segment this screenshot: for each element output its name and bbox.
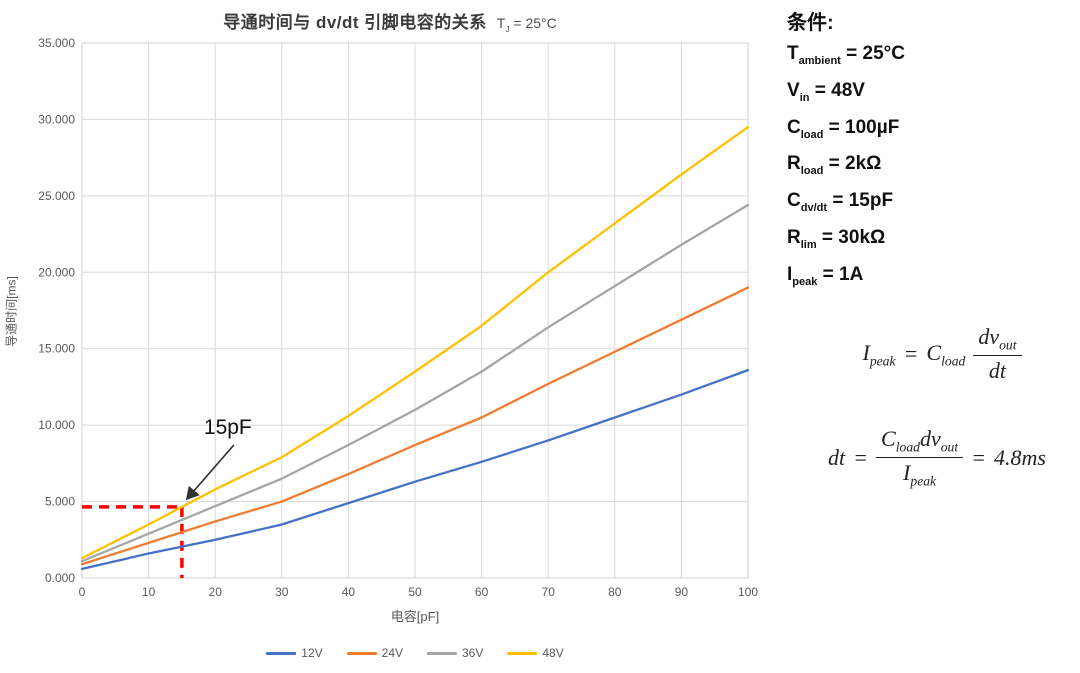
condition-item: Ipeak = 1A bbox=[787, 263, 864, 288]
y-tick-label: 30.000 bbox=[38, 112, 75, 126]
x-tick-label: 60 bbox=[475, 585, 489, 599]
annotation-label: 15pF bbox=[204, 416, 252, 439]
chart-legend: 12V 24V 36V 48V bbox=[0, 646, 830, 660]
x-tick-label: 20 bbox=[209, 585, 223, 599]
legend-item-24V: 24V bbox=[346, 646, 403, 660]
formula-dt-equals: = bbox=[853, 444, 869, 470]
fraction-denominator: dt bbox=[988, 358, 1006, 384]
legend-swatch bbox=[346, 651, 377, 655]
legend-swatch bbox=[266, 651, 297, 655]
legend-swatch bbox=[507, 651, 538, 655]
formula-ipeak: Ipeak = Cload dvout dt bbox=[817, 324, 1067, 384]
condition-item: Cdv/dt = 15pF bbox=[787, 190, 894, 214]
formula-dt-fraction: Cloaddvout Ipeak bbox=[876, 426, 964, 490]
y-tick-label: 5.000 bbox=[45, 495, 75, 509]
formula-ipeak-lhs: Ipeak bbox=[862, 339, 896, 368]
conditions-title: 条件: bbox=[787, 12, 834, 34]
legend-label: 24V bbox=[381, 646, 403, 660]
condition-item: Vin = 48V bbox=[787, 79, 865, 104]
legend-label: 36V bbox=[462, 646, 484, 660]
chart-title-condition: TJ = 25°C bbox=[496, 15, 557, 34]
fraction-denominator: Ipeak bbox=[903, 460, 937, 489]
conditions-panel: 条件: Tambient = 25°C Vin = 48V Cload = 100µ… bbox=[787, 6, 1080, 666]
series-line-12V bbox=[80, 368, 750, 570]
x-tick-label: 90 bbox=[675, 585, 689, 599]
legend-label: 12V bbox=[301, 646, 323, 660]
x-tick-label: 10 bbox=[142, 585, 156, 599]
y-tick-label: 35.000 bbox=[38, 36, 75, 50]
formula-ipeak-fraction: dvout dt bbox=[973, 324, 1022, 384]
condition-item: Cload = 100µF bbox=[787, 116, 900, 141]
legend-item-48V: 48V bbox=[507, 646, 564, 660]
y-tick-label: 20.000 bbox=[38, 265, 75, 279]
x-tick-label: 30 bbox=[275, 585, 289, 599]
formula-dt-result: 4.8ms bbox=[994, 444, 1046, 470]
series-line-36V bbox=[80, 203, 750, 563]
series-line-24V bbox=[80, 286, 750, 566]
x-tick-label: 0 bbox=[79, 585, 86, 599]
formula-ipeak-equals: = bbox=[903, 341, 919, 367]
x-axis-title: 电容[pF] bbox=[390, 609, 440, 624]
legend-item-12V: 12V bbox=[266, 646, 323, 660]
legend-label: 48V bbox=[542, 646, 564, 660]
series-line-48V bbox=[80, 125, 750, 560]
formula-dt-result-equals: = bbox=[971, 444, 986, 470]
y-tick-label: 25.000 bbox=[38, 189, 75, 203]
x-tick-label: 70 bbox=[542, 585, 556, 599]
condition-item: Rload = 2kΩ bbox=[787, 153, 882, 178]
legend-swatch bbox=[427, 651, 457, 655]
y-tick-label: 15.000 bbox=[38, 342, 75, 356]
fraction-numerator: dvout bbox=[973, 324, 1022, 357]
y-tick-label: 0.000 bbox=[45, 571, 75, 585]
x-tick-label: 50 bbox=[408, 585, 422, 599]
y-axis-title: 导通时间[ms] bbox=[4, 276, 19, 347]
formula-dt: dt = Cloaddvout Ipeak = 4.8ms bbox=[787, 426, 1080, 490]
x-tick-label: 40 bbox=[342, 585, 356, 599]
chart-title: 导通时间与 dv/dt 引脚电容的关系 TJ = 25°C bbox=[0, 8, 780, 34]
plot-border bbox=[81, 42, 749, 579]
annotation-arrow bbox=[185, 444, 235, 501]
line-chart: 0.000 5.000 10.000 15.000 20.000 25.000 30.000… bbox=[38, 36, 758, 599]
x-tick-label: 100 bbox=[738, 585, 758, 599]
formula-dt-lhs: dt bbox=[828, 444, 846, 470]
y-tick-label: 10.000 bbox=[38, 418, 75, 432]
x-tick-label: 80 bbox=[608, 585, 622, 599]
chart-panel: 导通时间与 dv/dt 引脚电容的关系 TJ = 25°C 0.000 5.000 1… bbox=[0, 8, 780, 660]
formula-ipeak-coeff: Cload bbox=[926, 339, 966, 368]
condition-item: Rlim = 30kΩ bbox=[787, 226, 886, 251]
fraction-numerator: Cloaddvout bbox=[876, 426, 964, 459]
chart-title-main: 导通时间与 dv/dt 引脚电容的关系 bbox=[223, 13, 487, 32]
legend-item-36V: 36V bbox=[427, 646, 483, 660]
conditions-list: Tambient = 25°C Vin = 48V Cload = 100µF Rlo… bbox=[787, 39, 1080, 297]
condition-item: Tambient = 25°C bbox=[787, 43, 905, 67]
